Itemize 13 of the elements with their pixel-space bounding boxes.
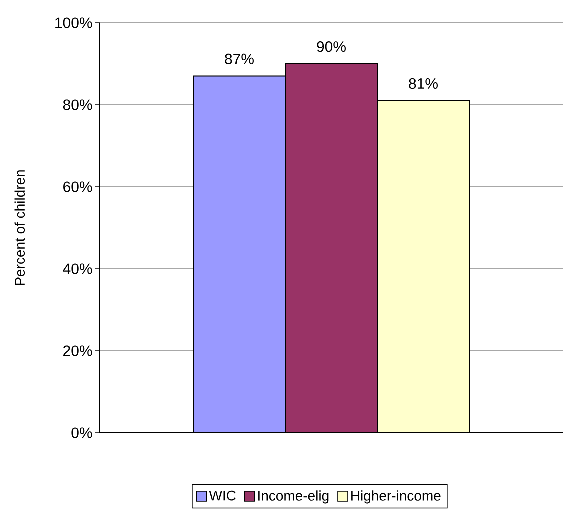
y-tick-label: 0% (72, 428, 92, 438)
y-tick-label: 80% (63, 100, 92, 110)
y-tick-label: 40% (63, 264, 92, 274)
legend-label: Income-elig (258, 490, 329, 504)
legend-label: WIC (209, 490, 236, 501)
y-tick-label: 20% (64, 346, 92, 356)
data-label: 81% (409, 78, 438, 90)
y-tick-label: 100% (56, 18, 92, 28)
legend-label: Higher-income (352, 490, 441, 504)
data-label: 90% (317, 42, 346, 52)
y-axis-title: Percent of children (14, 170, 26, 286)
y-tick-label: 60% (64, 182, 92, 192)
data-label: 87% (225, 54, 254, 64)
